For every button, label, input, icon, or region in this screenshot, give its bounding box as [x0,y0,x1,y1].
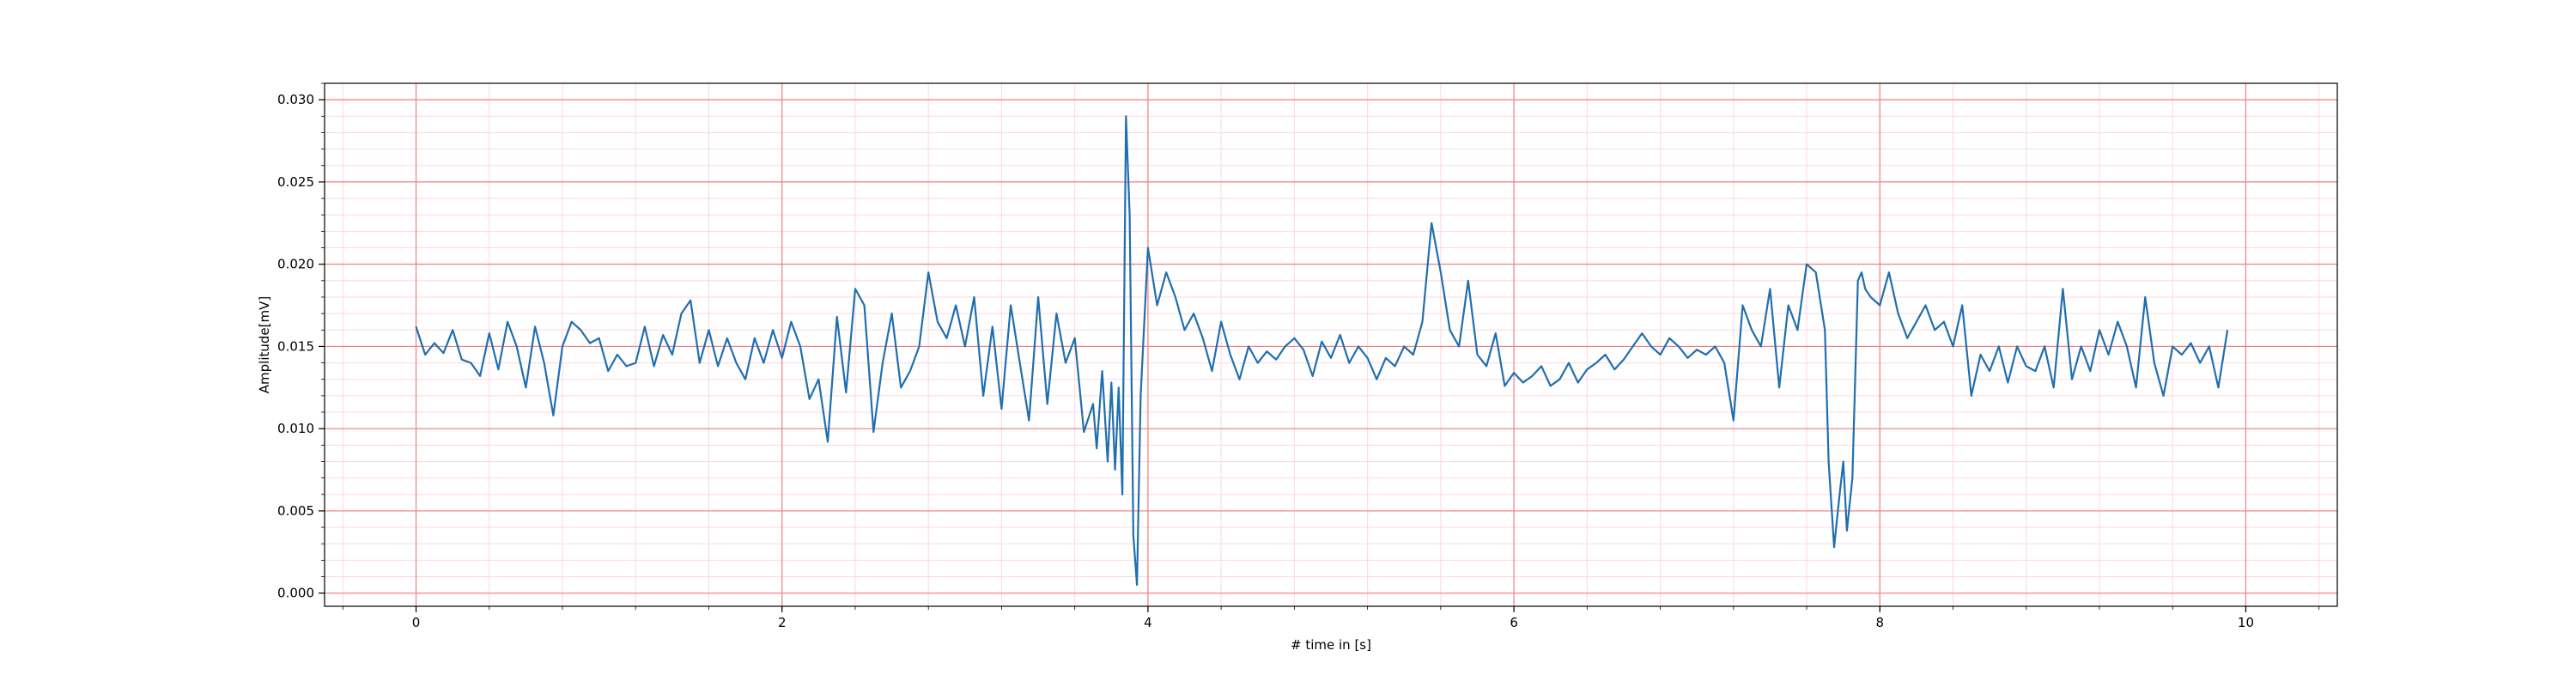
x-tick-label: 4 [1144,615,1152,630]
y-tick-label: 0.005 [277,503,314,519]
x-tick-label: 2 [778,615,787,630]
y-tick-label: 0.025 [277,174,314,190]
x-tick-label: 0 [412,615,421,630]
y-axis-label: Amplitude[mV] [257,296,272,393]
x-tick-label: 6 [1510,615,1518,630]
y-tick-label: 0.020 [277,257,314,272]
x-tick-label: 8 [1875,615,1884,630]
y-tick-label: 0.030 [277,92,314,107]
y-tick-label: 0.015 [277,338,314,354]
y-tick-label: 0.000 [277,586,314,601]
y-tick-label: 0.010 [277,421,314,436]
x-axis-label: # time in [s] [1291,637,1371,653]
x-tick-label: 10 [2238,615,2254,630]
